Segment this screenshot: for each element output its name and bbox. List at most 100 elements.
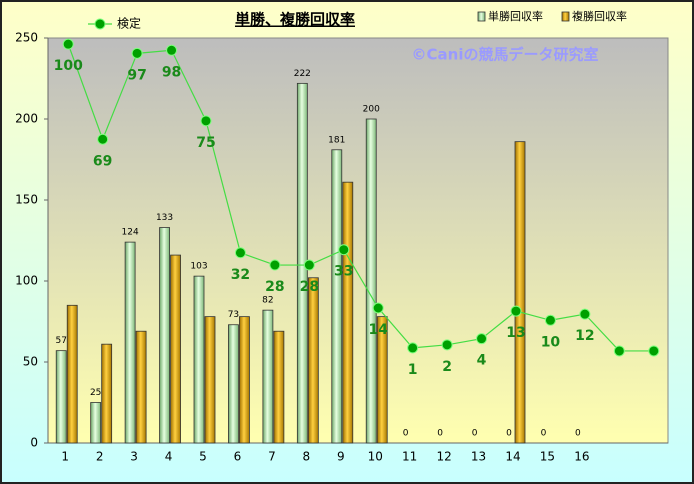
bar	[170, 254, 181, 444]
line-marker	[269, 259, 281, 271]
bar	[273, 330, 285, 444]
bar-label: 124	[122, 228, 139, 238]
line-marker	[510, 305, 522, 317]
bar	[135, 330, 147, 444]
line-marker	[338, 244, 350, 256]
x-tick-label: 4	[165, 450, 173, 464]
bar	[307, 277, 319, 444]
y-tick-label: 200	[15, 112, 38, 126]
bar-label: 73	[228, 310, 239, 320]
bar-label: 0	[541, 429, 547, 439]
watermark: ©Caniの競馬データ研究室	[412, 46, 599, 64]
line-marker	[579, 308, 591, 320]
bar	[204, 316, 216, 444]
bar-label: 57	[55, 336, 66, 346]
line-label: 14	[368, 322, 388, 338]
line-label: 75	[196, 135, 215, 151]
line-marker	[234, 247, 246, 259]
legend-swatch	[477, 11, 486, 22]
bar	[331, 149, 343, 444]
x-tick-label: 16	[574, 450, 589, 464]
bar	[239, 316, 250, 444]
bar-label: 200	[363, 105, 380, 115]
line-marker	[131, 47, 143, 59]
plot-area	[47, 37, 669, 444]
line-label: 13	[506, 325, 525, 341]
bar-label: 181	[328, 135, 345, 145]
bar	[514, 141, 526, 444]
bar-label: 103	[190, 262, 207, 272]
bar	[365, 118, 377, 444]
x-tick-label: 12	[436, 450, 451, 464]
line-marker	[407, 342, 419, 354]
x-tick-label: 13	[471, 450, 486, 464]
bar	[124, 241, 136, 444]
line-marker	[648, 345, 660, 357]
line-marker	[62, 38, 74, 50]
bar-label: 0	[472, 429, 478, 439]
line-label: 12	[575, 328, 594, 344]
line-marker	[613, 345, 625, 357]
legend-swatch	[561, 11, 570, 22]
bar-label: 133	[156, 213, 173, 223]
line-label: 10	[541, 334, 561, 350]
x-tick-label: 2	[96, 450, 104, 464]
line-label: 28	[265, 279, 284, 295]
line-marker	[166, 44, 178, 56]
line-label: 1	[408, 362, 418, 378]
bar	[55, 350, 67, 444]
bar-label: 25	[90, 388, 101, 398]
x-tick-label: 1	[61, 450, 69, 464]
x-tick-label: 15	[540, 450, 555, 464]
x-tick-label: 11	[402, 450, 417, 464]
x-tick-label: 14	[505, 450, 520, 464]
line-marker	[476, 333, 488, 345]
bar	[66, 304, 78, 444]
bar-label: 222	[294, 69, 311, 79]
line-label: 2	[442, 359, 452, 375]
line-marker	[544, 314, 556, 326]
line-marker	[200, 115, 212, 127]
y-tick-label: 250	[15, 31, 38, 45]
x-tick-label: 5	[199, 450, 207, 464]
line-marker	[441, 339, 453, 351]
x-tick-label: 9	[337, 450, 345, 464]
line-label: 28	[300, 279, 319, 295]
bar-label: 0	[437, 429, 443, 439]
bar-label: 82	[262, 296, 273, 306]
bar	[228, 324, 239, 444]
x-tick-label: 3	[130, 450, 138, 464]
chart-title: 単勝、複勝回収率	[235, 11, 355, 29]
line-label: 97	[127, 67, 146, 83]
legend-label: 検定	[117, 16, 141, 31]
legend-label: 単勝回収率	[488, 9, 543, 23]
line-marker	[303, 259, 315, 271]
bar	[101, 343, 113, 444]
bar	[262, 309, 274, 444]
line-label: 69	[93, 153, 112, 169]
y-tick-label: 50	[23, 355, 38, 369]
line-label: 32	[231, 267, 250, 283]
bar-label: 0	[403, 429, 409, 439]
x-tick-label: 7	[268, 450, 276, 464]
y-tick-label: 100	[15, 274, 38, 288]
y-tick-label: 150	[15, 193, 38, 207]
legend-marker	[94, 18, 106, 30]
bar-label: 0	[506, 429, 512, 439]
line-label: 4	[477, 353, 487, 369]
bar	[342, 181, 354, 444]
line-label: 98	[162, 64, 181, 80]
bar	[193, 275, 205, 444]
bar	[159, 227, 170, 444]
line	[67, 43, 654, 352]
y-tick-label: 0	[30, 436, 38, 450]
x-tick-label: 6	[234, 450, 242, 464]
bar	[376, 316, 388, 444]
line-marker	[97, 133, 109, 145]
bar	[90, 402, 102, 444]
x-tick-label: 10	[368, 450, 383, 464]
x-tick-label: 8	[303, 450, 311, 464]
line-label: 100	[54, 58, 83, 74]
